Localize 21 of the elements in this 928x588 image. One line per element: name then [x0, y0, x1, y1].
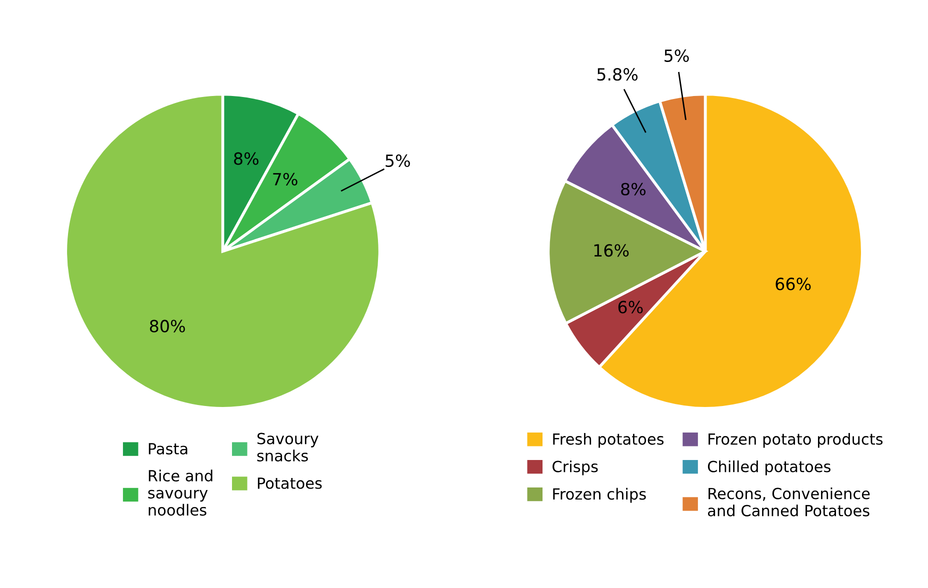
legend-label: Savoury snacks	[257, 432, 318, 462]
data-label: 5%	[386, 154, 410, 168]
legend-label: Recons, Convenience and Canned Potatoes	[708, 487, 870, 516]
data-label: 66%	[776, 278, 811, 290]
legend-label: Frozen potato products	[708, 432, 883, 448]
legend-label: Pasta	[148, 443, 188, 454]
data-label: 5.8%	[597, 68, 638, 81]
data-label: 8%	[234, 152, 258, 165]
data-label: 80%	[150, 320, 185, 332]
data-label: 7%	[273, 172, 298, 186]
legend-label: Fresh potatoes	[553, 432, 664, 448]
data-label: 6%	[618, 300, 643, 314]
data-label: 5%	[664, 49, 689, 62]
data-label: 16%	[594, 244, 629, 257]
legend-label: Crisps	[552, 460, 598, 476]
legend-label: Potatoes	[258, 478, 322, 489]
legend-label: Rice and savoury noodles	[148, 470, 212, 516]
data-label: 8%	[621, 182, 646, 196]
pie-slice	[64, 92, 382, 410]
legend-label: Chilled potatoes	[708, 460, 830, 476]
legend-label: Frozen chips	[553, 488, 646, 503]
